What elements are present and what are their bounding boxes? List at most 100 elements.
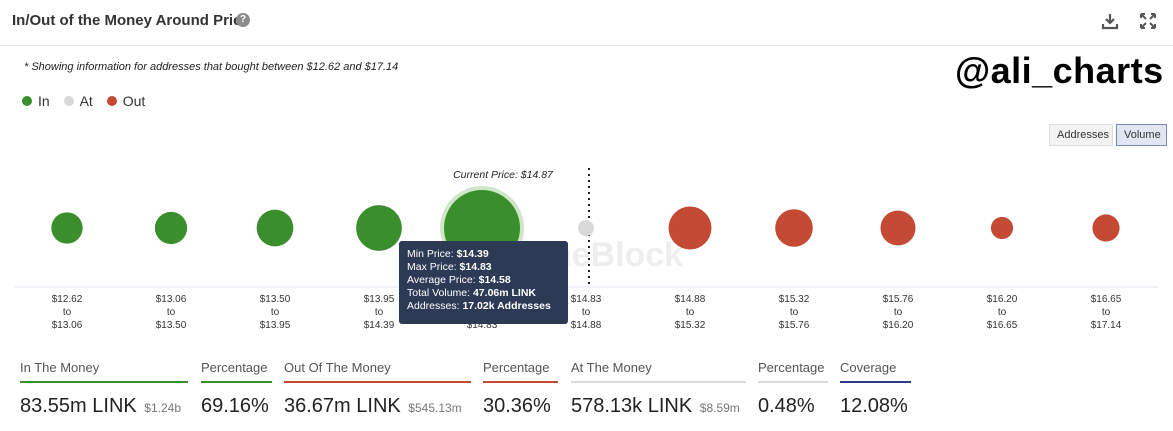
bubble-in[interactable] — [51, 212, 83, 244]
legend-dot-at — [63, 96, 74, 106]
tooltip-min-value: $14.39 — [456, 248, 489, 260]
tooltip-addr-value: 17.02k Addresses — [462, 300, 551, 312]
stat-value-main: 36.67m LINK — [284, 395, 401, 417]
bucket-to-word: to — [686, 307, 695, 318]
summary-stats: In The Money 83.55m LINK $1.24b Percenta… — [0, 360, 1173, 431]
legend-item-at[interactable]: At — [63, 93, 93, 109]
legend-label-out: Out — [122, 93, 146, 109]
stat-value-usd: $1.24b — [144, 401, 181, 415]
bubble-in[interactable] — [154, 211, 188, 245]
tooltip-vol-value: 47.06m LINK — [472, 287, 536, 299]
addresses-toggle-button[interactable]: Addresses — [1049, 124, 1113, 146]
bucket-from-label: $13.95 — [364, 294, 395, 305]
stat-label: Percentage — [483, 360, 558, 383]
bucket-from-label: $16.65 — [1091, 294, 1122, 305]
bucket-to-label: $16.20 — [883, 320, 914, 331]
legend-item-out[interactable]: Out — [106, 93, 146, 109]
legend: In At Out — [22, 93, 155, 109]
legend-item-in[interactable]: In — [22, 93, 50, 109]
stat-value-main: 30.36% — [483, 395, 551, 417]
stat-value-main: 578.13k LINK — [571, 395, 693, 417]
bucket-to-label: $13.50 — [156, 320, 187, 331]
bucket-to-label: $13.06 — [52, 320, 83, 331]
bucket-to-label: $15.76 — [779, 320, 810, 331]
tooltip-vol-label: Total Volume: — [407, 287, 471, 299]
bucket-tooltip: Min Price: $14.39 Max Price: $14.83 Aver… — [399, 241, 568, 324]
bucket-from-label: $14.88 — [675, 294, 706, 305]
page-title: In/Out of the Money Around Price — [12, 12, 250, 29]
stat-value: 578.13k LINK $8.59m — [571, 395, 746, 418]
bubble-out[interactable] — [880, 210, 916, 246]
tooltip-avg-label: Average Price: — [407, 274, 476, 286]
stat-value-main: 83.55m LINK — [20, 395, 137, 417]
stat-label: At The Money — [571, 360, 746, 383]
author-handle: @ali_charts — [955, 50, 1164, 91]
current-price-label: Current Price: $14.87 — [453, 169, 554, 181]
header: In/Out of the Money Around Price ? — [0, 0, 1173, 46]
bucket-to-word: to — [167, 307, 176, 318]
stat-at-percentage: Percentage 0.48% — [758, 360, 828, 418]
stat-at-the-money: At The Money 578.13k LINK $8.59m — [571, 360, 746, 418]
bucket-to-word: to — [894, 307, 903, 318]
bucket-to-label: $14.39 — [364, 320, 395, 331]
bucket-from-label: $16.20 — [987, 294, 1018, 305]
tooltip-avg-value: $14.58 — [478, 274, 511, 286]
stat-value-main: 69.16% — [201, 395, 269, 417]
stat-label: Percentage — [758, 360, 828, 383]
bubble-out[interactable] — [668, 206, 712, 250]
bucket-from-label: $14.83 — [571, 294, 602, 305]
bubble-out[interactable] — [990, 216, 1014, 240]
bucket-to-label: $14.88 — [571, 320, 602, 331]
download-icon[interactable] — [1100, 11, 1120, 31]
bucket-to-word: to — [375, 307, 384, 318]
stat-value-usd: $545.13m — [408, 401, 462, 415]
bucket-to-label: $16.65 — [987, 320, 1018, 331]
tooltip-min-label: Min Price: — [407, 248, 454, 260]
bucket-to-label: $17.14 — [1091, 320, 1122, 331]
stat-coverage: Coverage 12.08% — [840, 360, 911, 418]
legend-dot-out — [106, 96, 117, 106]
legend-label-at: At — [79, 93, 93, 109]
bucket-to-label: $15.32 — [675, 320, 706, 331]
stat-value-main: 0.48% — [758, 395, 815, 417]
help-icon[interactable]: ? — [236, 13, 250, 27]
expand-icon[interactable] — [1138, 11, 1158, 31]
bubble-at[interactable] — [578, 220, 594, 236]
bubble-out[interactable] — [1092, 214, 1120, 242]
stat-label: Out Of The Money — [284, 360, 471, 383]
bucket-to-word: to — [63, 307, 72, 318]
stat-label: Percentage — [201, 360, 272, 383]
bubble-in[interactable] — [356, 205, 402, 251]
legend-dot-in — [22, 96, 32, 106]
stat-value-main: 12.08% — [840, 395, 908, 417]
bucket-from-label: $13.06 — [156, 294, 187, 305]
stat-out-of-the-money: Out Of The Money 36.67m LINK $545.13m — [284, 360, 471, 418]
stat-value-usd: $8.59m — [699, 401, 740, 415]
bucket-from-label: $15.76 — [883, 294, 914, 305]
bucket-to-label: $14.83 — [467, 320, 498, 331]
stat-in-the-money: In The Money 83.55m LINK $1.24b — [20, 360, 188, 418]
stat-value: 36.67m LINK $545.13m — [284, 395, 471, 418]
bubble-out[interactable] — [775, 209, 813, 247]
bucket-to-word: to — [790, 307, 799, 318]
stat-in-percentage: Percentage 69.16% — [201, 360, 272, 418]
bucket-to-word: to — [998, 307, 1007, 318]
stat-out-percentage: Percentage 30.36% — [483, 360, 558, 418]
tooltip-max-label: Max Price: — [407, 261, 457, 273]
volume-toggle-button[interactable]: Volume — [1116, 124, 1167, 146]
bucket-to-label: $13.95 — [260, 320, 291, 331]
range-note: * Showing information for addresses that… — [24, 61, 399, 73]
bucket-to-word: to — [582, 307, 591, 318]
bucket-to-word: to — [271, 307, 280, 318]
legend-label-in: In — [38, 93, 50, 109]
bucket-from-label: $15.32 — [779, 294, 810, 305]
bubble-in[interactable] — [256, 209, 294, 247]
bucket-from-label: $12.62 — [52, 294, 83, 305]
stat-label: In The Money — [20, 360, 188, 383]
tooltip-max-value: $14.83 — [459, 261, 492, 273]
bucket-from-label: $13.50 — [260, 294, 291, 305]
stat-label: Coverage — [840, 360, 911, 383]
stat-value: 83.55m LINK $1.24b — [20, 395, 188, 418]
bucket-to-word: to — [1102, 307, 1111, 318]
